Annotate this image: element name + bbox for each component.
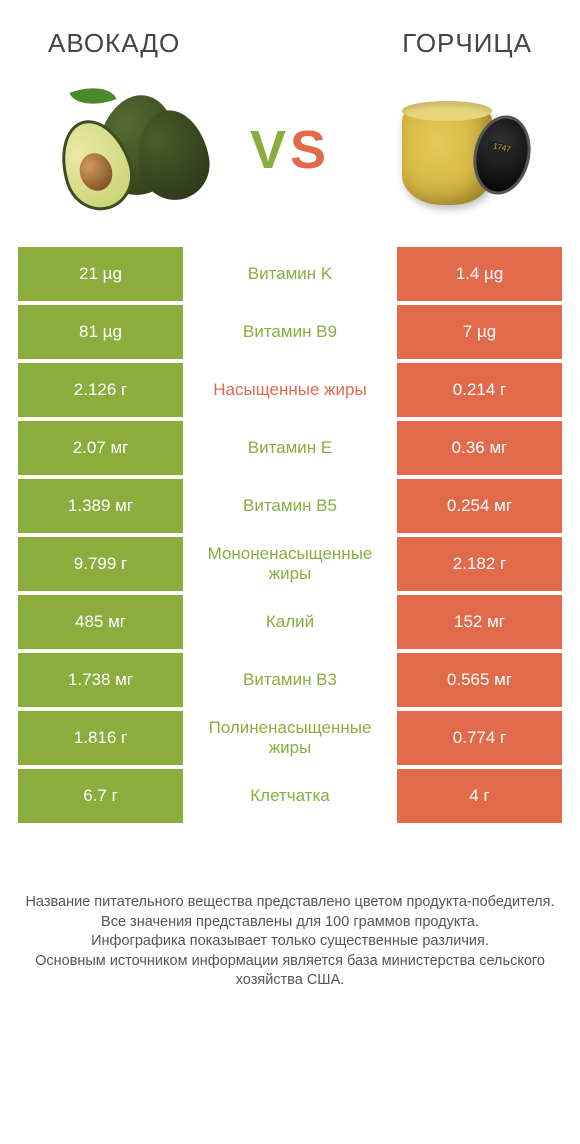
avocado-illustration (48, 85, 198, 215)
left-value: 1.738 мг (18, 653, 183, 707)
table-row: 9.799 гМононенасыщенные жиры2.182 г (18, 537, 562, 591)
nutrient-label: Витамин B3 (183, 653, 397, 707)
right-value: 7 µg (397, 305, 562, 359)
nutrient-label: Полиненасыщенные жиры (183, 711, 397, 765)
left-value: 6.7 г (18, 769, 183, 823)
title-left: АВОКАДО (48, 28, 180, 59)
comparison-table: 21 µgВитамин K1.4 µg81 µgВитамин B97 µg2… (18, 247, 562, 823)
mustard-jar-top (402, 101, 492, 121)
nutrient-label: Насыщенные жиры (183, 363, 397, 417)
table-row: 81 µgВитамин B97 µg (18, 305, 562, 359)
nutrient-label: Мононенасыщенные жиры (183, 537, 397, 591)
left-value: 485 мг (18, 595, 183, 649)
title-right: ГОРЧИЦА (402, 28, 532, 59)
footer-notes: Название питательного вещества представл… (18, 823, 562, 991)
right-value: 4 г (397, 769, 562, 823)
footer-line-4: Основным источником информации является … (24, 952, 556, 991)
table-row: 1.738 мгВитамин B30.565 мг (18, 653, 562, 707)
left-value: 81 µg (18, 305, 183, 359)
right-value: 2.182 г (397, 537, 562, 591)
vs-label: VS (250, 119, 330, 181)
vs-s: S (290, 120, 330, 180)
nutrient-label: Витамин K (183, 247, 397, 301)
titles-row: АВОКАДО ГОРЧИЦА (18, 20, 562, 77)
vs-v: V (250, 120, 290, 180)
right-value: 0.565 мг (397, 653, 562, 707)
leaf-icon (70, 78, 117, 113)
nutrient-label: Витамин E (183, 421, 397, 475)
left-value: 2.126 г (18, 363, 183, 417)
left-value: 1.389 мг (18, 479, 183, 533)
left-value: 1.816 г (18, 711, 183, 765)
nutrient-label: Калий (183, 595, 397, 649)
mustard-illustration: 1747 (382, 85, 532, 215)
right-value: 0.774 г (397, 711, 562, 765)
table-row: 2.126 гНасыщенные жиры0.214 г (18, 363, 562, 417)
footer-line-3: Инфографика показывает только существенн… (24, 932, 556, 952)
right-value: 0.214 г (397, 363, 562, 417)
right-value: 0.254 мг (397, 479, 562, 533)
table-row: 1.389 мгВитамин B50.254 мг (18, 479, 562, 533)
left-value: 9.799 г (18, 537, 183, 591)
table-row: 485 мгКалий152 мг (18, 595, 562, 649)
left-value: 21 µg (18, 247, 183, 301)
nutrient-label: Витамин B9 (183, 305, 397, 359)
table-row: 21 µgВитамин K1.4 µg (18, 247, 562, 301)
table-row: 6.7 гКлетчатка4 г (18, 769, 562, 823)
nutrient-label: Витамин B5 (183, 479, 397, 533)
nutrient-label: Клетчатка (183, 769, 397, 823)
footer-line-1: Название питательного вещества представл… (24, 893, 556, 913)
table-row: 2.07 мгВитамин E0.36 мг (18, 421, 562, 475)
right-value: 0.36 мг (397, 421, 562, 475)
right-value: 1.4 µg (397, 247, 562, 301)
right-value: 152 мг (397, 595, 562, 649)
left-value: 2.07 мг (18, 421, 183, 475)
table-row: 1.816 гПолиненасыщенные жиры0.774 г (18, 711, 562, 765)
images-row: VS 1747 (18, 77, 562, 247)
footer-line-2: Все значения представлены для 100 граммо… (24, 913, 556, 933)
